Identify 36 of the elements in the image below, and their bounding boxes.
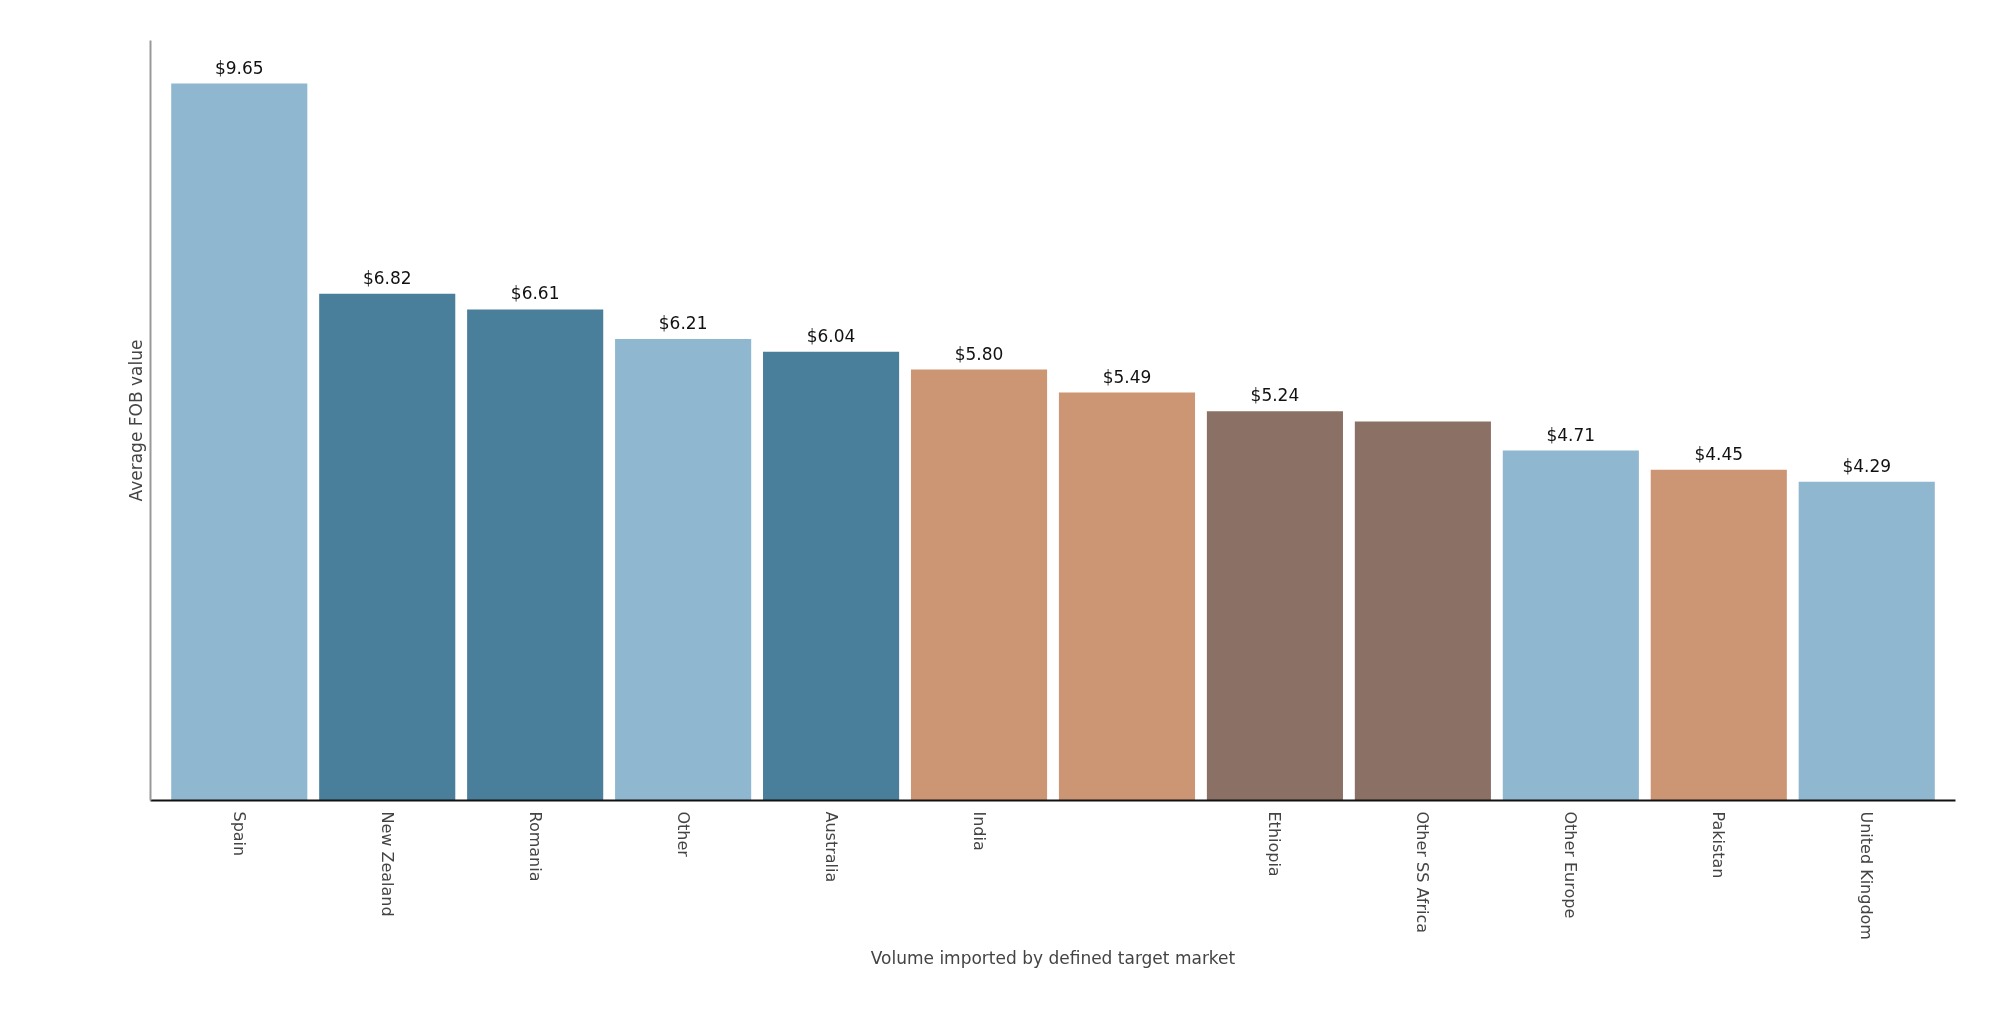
data-label: $9.65	[214, 57, 264, 78]
data-label: $4.71	[1546, 424, 1596, 445]
x-tick-label: Other Europe	[1561, 811, 1581, 919]
y-axis-title: Average FOB value	[125, 339, 146, 502]
bar	[319, 293, 456, 801]
bar	[615, 339, 752, 801]
bar	[1206, 411, 1343, 801]
data-label: $6.21	[658, 313, 708, 334]
x-tick-label: Ethiopia	[1265, 811, 1285, 877]
bar	[910, 369, 1048, 801]
bar	[1058, 392, 1196, 801]
data-label: $5.49	[1102, 366, 1152, 387]
x-tick-label: India	[969, 811, 989, 851]
data-label: $4.45	[1694, 443, 1744, 464]
x-axis-title: Volume imported by defined target market	[870, 947, 1236, 968]
x-tick-label: New Zealand	[377, 811, 397, 917]
x-tick-label: United Kingdom	[1857, 811, 1877, 940]
x-tick-label: Spain	[229, 811, 249, 857]
data-label: $6.61	[510, 283, 560, 304]
bar	[1502, 450, 1639, 801]
x-tick-label: Australia	[821, 811, 841, 883]
x-tick-label: Other SS Africa	[1413, 811, 1433, 934]
data-label: $6.82	[362, 267, 412, 288]
x-tick-label: Pakistan	[1709, 811, 1729, 879]
bar	[1798, 481, 1935, 801]
bar	[1354, 421, 1491, 801]
data-label: $6.04	[806, 325, 856, 346]
data-label: $5.80	[954, 343, 1004, 364]
bar	[763, 351, 900, 801]
data-label: $4.29	[1842, 455, 1892, 476]
x-tick-label: Romania	[525, 811, 545, 882]
x-tick-label: Other	[673, 811, 693, 858]
bar	[1650, 469, 1787, 801]
data-label: $5.24	[1250, 385, 1300, 406]
bar	[467, 309, 604, 801]
bar	[171, 83, 308, 801]
